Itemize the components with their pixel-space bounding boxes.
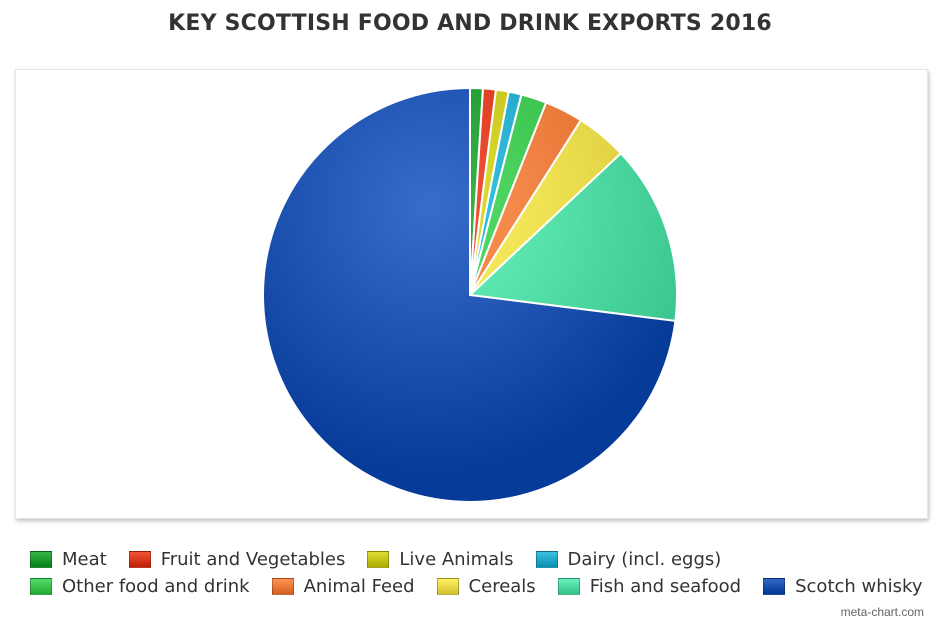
legend-item: Scotch whisky bbox=[763, 576, 922, 597]
legend-label: Cereals bbox=[468, 576, 536, 597]
chart-title: KEY SCOTTISH FOOD AND DRINK EXPORTS 2016 bbox=[168, 11, 772, 36]
legend-swatch bbox=[557, 578, 580, 595]
legend-label: Other food and drink bbox=[62, 576, 250, 597]
legend-swatch bbox=[30, 551, 52, 568]
legend: Meat Fruit and Vegetables Live Animals Dair… bbox=[30, 546, 930, 600]
legend-label: Dairy (incl. eggs) bbox=[567, 549, 722, 570]
legend-swatch bbox=[367, 551, 390, 568]
legend-label: Live Animals bbox=[399, 549, 514, 570]
legend-item: Meat bbox=[30, 549, 107, 570]
legend-label: Fruit and Vegetables bbox=[160, 549, 346, 570]
legend-item: Other food and drink bbox=[30, 576, 250, 597]
legend-label: Meat bbox=[62, 549, 107, 570]
legend-item: Live Animals bbox=[367, 549, 514, 570]
pie-slices bbox=[262, 87, 678, 503]
legend-item: Animal Feed bbox=[271, 576, 415, 597]
legend-item: Cereals bbox=[436, 576, 536, 597]
legend-row: Meat Fruit and Vegetables Live Animals Dair… bbox=[30, 546, 930, 573]
pie-slice-fish-and-seafood bbox=[469, 152, 678, 322]
legend-label: Animal Feed bbox=[303, 576, 415, 597]
legend-swatch bbox=[763, 578, 786, 595]
legend-item: Dairy (incl. eggs) bbox=[535, 549, 722, 570]
legend-label: Scotch whisky bbox=[795, 576, 923, 597]
legend-swatch bbox=[436, 578, 459, 595]
pie-slice-scotch-whisky bbox=[262, 87, 677, 503]
legend-swatch bbox=[30, 578, 52, 595]
legend-item: Fish and seafood bbox=[557, 576, 742, 597]
legend-label: Fish and seafood bbox=[589, 576, 742, 597]
legend-item: Fruit and Vegetables bbox=[128, 549, 346, 570]
legend-row: Other food and drink Animal Feed Cereals Fi… bbox=[30, 573, 930, 600]
legend-swatch bbox=[271, 578, 294, 595]
watermark: meta-chart.com bbox=[840, 605, 924, 619]
legend-swatch bbox=[128, 551, 151, 568]
legend-swatch bbox=[535, 551, 558, 568]
